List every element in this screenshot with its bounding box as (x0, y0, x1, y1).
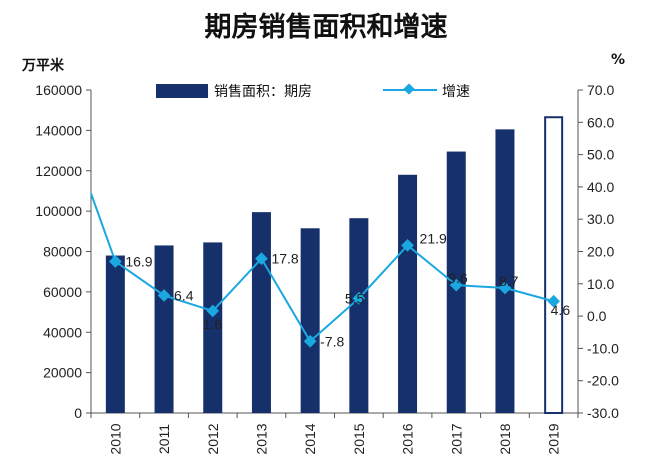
legend-label-bar: 销售面积：期房 (214, 84, 312, 100)
left-tick-label: 60000 (43, 284, 82, 300)
left-tick-label: 120000 (35, 163, 82, 179)
x-tick-label: 2012 (205, 423, 221, 454)
growth-marker (352, 291, 366, 305)
x-tick-label: 2010 (107, 423, 123, 454)
x-tick-label: 2016 (400, 423, 416, 454)
growth-marker (401, 238, 414, 252)
right-tick-label: 10.0 (587, 276, 614, 292)
chart-title: 期房销售面积和增速 (205, 11, 448, 43)
right-tick-label: 0.0 (587, 308, 607, 324)
data-label: 16.9 (125, 254, 152, 270)
left-tick-label: 80000 (43, 244, 82, 260)
left-tick-label: 100000 (35, 203, 82, 219)
x-tick-label: 2015 (351, 423, 367, 454)
x-tick-label: 2014 (302, 423, 318, 454)
bar (349, 218, 369, 413)
right-tick-label: -20.0 (587, 373, 619, 389)
growth-marker (449, 278, 463, 292)
legend-bar-swatch (156, 84, 208, 98)
data-label: -7.8 (320, 333, 344, 349)
bar (203, 242, 223, 413)
x-tick-label: 2013 (253, 423, 269, 454)
right-axis-unit: % (611, 52, 625, 68)
left-tick-label: 0 (74, 405, 82, 421)
right-tick-label: 60.0 (587, 114, 614, 130)
data-label: 9.6 (448, 270, 468, 286)
left-tick-label: 160000 (35, 82, 82, 98)
growth-marker (108, 255, 122, 268)
x-tick-label: 2011 (156, 424, 172, 454)
legend-label-line: 增速 (442, 84, 470, 100)
legend: 销售面积：期房 增速 (156, 83, 470, 100)
data-label: 17.8 (271, 251, 298, 267)
right-tick-label: 30.0 (587, 211, 614, 227)
bar (251, 212, 271, 413)
right-tick-label: 70.0 (587, 82, 614, 98)
right-tick-label: 20.0 (587, 244, 614, 260)
right-tick-label: 50.0 (587, 147, 614, 163)
legend-marker-swatch (403, 83, 415, 95)
bar (300, 228, 320, 413)
x-tick-label: 2018 (497, 423, 513, 454)
growth-marker (498, 281, 512, 295)
bar (154, 245, 174, 413)
x-tick-label: 2019 (546, 423, 562, 454)
left-axis-unit: 万平米 (21, 57, 65, 74)
bar (495, 129, 515, 413)
growth-marker (206, 304, 220, 318)
data-label: 6.4 (174, 287, 194, 303)
data-label: 5.5 (345, 290, 365, 306)
left-tick-label: 140000 (35, 122, 82, 138)
right-tick-label: 40.0 (587, 179, 614, 195)
data-label: 21.9 (420, 230, 447, 246)
bar (105, 255, 125, 413)
x-tick-label: 2017 (448, 423, 464, 454)
data-label: 8.7 (499, 273, 519, 289)
left-tick-label: 40000 (43, 324, 82, 340)
right-tick-label: -10.0 (587, 340, 619, 356)
plot-area: 0 20000 40000 60000 80000 100000 120000 140000 1… (35, 82, 619, 455)
left-tick-label: 20000 (43, 365, 82, 381)
bar (398, 174, 418, 413)
growth-marker (303, 334, 317, 348)
right-tick-label: -30.0 (587, 405, 619, 421)
data-label: 1.6 (203, 316, 223, 332)
growth-marker (157, 289, 171, 302)
data-label: 4.6 (551, 302, 571, 318)
bar (544, 116, 564, 415)
